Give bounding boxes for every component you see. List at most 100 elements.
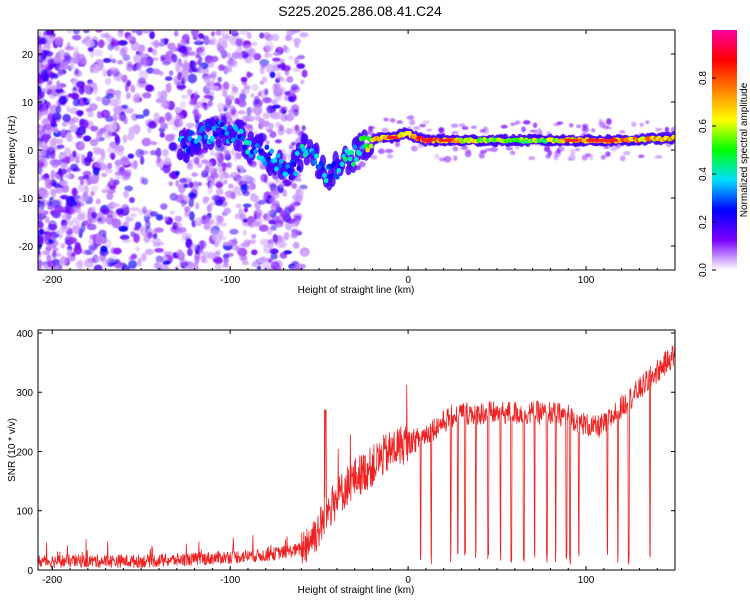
- spectrogram-noise-blob: [409, 119, 416, 126]
- spectrogram-noise-blob: [38, 76, 42, 84]
- signal-track-core: [368, 143, 374, 149]
- spectrogram-noise-blob: [214, 251, 221, 257]
- spectrogram-noise-blob: [419, 123, 426, 128]
- spectrogram-noise-blob: [67, 93, 73, 98]
- spectrogram-noise-blob: [556, 121, 564, 125]
- spectrogram-noise-blob: [56, 144, 65, 149]
- spectrogram-noise-blob: [107, 122, 118, 132]
- spectrogram-noise-blob: [286, 218, 296, 224]
- spectrogram-noise-blob: [217, 230, 224, 238]
- spectrogram-noise-blob: [195, 37, 202, 45]
- spectrogram-noise-blob: [639, 122, 644, 127]
- spectrogram-noise-blob: [192, 95, 197, 104]
- spectrogram-noise-blob: [532, 122, 538, 128]
- snr-line-layer: [38, 344, 675, 568]
- signal-track-halo: [215, 138, 222, 148]
- spectrogram-noise-blob: [97, 217, 103, 222]
- spectrogram-noise-blob: [130, 213, 137, 218]
- colorbar-ticks: 0.0 0.2 0.4 0.6 0.8: [698, 71, 716, 277]
- spectrogram-noise-blob: [38, 161, 44, 169]
- spectrogram-noise-blob: [194, 255, 200, 265]
- spectrogram-noise-blob: [278, 124, 284, 132]
- spectrogram-noise-blob: [270, 99, 278, 105]
- signal-track-core: [195, 142, 201, 149]
- spectrogram-noise-blob: [139, 58, 147, 65]
- spectrogram-noise-blob: [226, 161, 233, 169]
- spectrogram-noise-blob: [251, 233, 257, 239]
- spectrogram-noise-blob: [299, 184, 308, 190]
- spectrogram-noise-blob: [396, 120, 403, 124]
- spectrogram-noise-blob: [71, 116, 79, 123]
- spectrogram-noise-blob: [233, 155, 238, 162]
- spectrogram-noise-blob: [212, 194, 220, 201]
- spectrogram-noise-blob: [222, 209, 230, 215]
- spectrogram-noise-blob: [154, 247, 164, 253]
- spectrogram-noise-blob: [140, 252, 147, 262]
- signal-track-core: [203, 134, 209, 140]
- spectrogram-noise-blob: [71, 187, 78, 197]
- spectrogram-noise-blob: [286, 75, 294, 83]
- spectrogram-noise-blob: [605, 151, 611, 158]
- spectrogram-noise-blob: [622, 151, 631, 156]
- signal-track-core: [185, 148, 191, 154]
- spectrogram-noise-blob: [106, 192, 114, 201]
- spectrogram-noise-blob: [126, 64, 134, 72]
- spectrogram-noise-blob: [67, 200, 74, 206]
- spectrogram-noise-blob: [470, 125, 477, 130]
- spectrogram-noise-blob: [269, 267, 274, 270]
- spectrogram-noise-blob: [142, 30, 152, 34]
- spectrogram-noise-blob: [521, 126, 526, 133]
- spectrogram-noise-blob: [162, 148, 169, 157]
- spectrogram-noise-blob: [43, 41, 51, 52]
- spectrogram-noise-blob: [154, 227, 164, 233]
- spectrogram-noise-blob: [207, 175, 215, 184]
- spectrogram-noise-blob: [276, 264, 282, 270]
- signal-track-peak: [586, 138, 619, 142]
- signal-track-halo: [247, 130, 255, 142]
- spectrogram-noise-blob: [209, 149, 215, 156]
- spectrogram-noise-blob: [383, 117, 389, 122]
- spectrogram-noise-blob: [157, 262, 163, 269]
- spectrogram-noise-blob: [63, 52, 71, 61]
- spectrogram-noise-blob: [253, 105, 263, 116]
- spectrogram-noise-blob: [38, 249, 41, 256]
- snr-y-tick-label: 0: [27, 566, 33, 577]
- spectrogram-y-label: Frequency (Hz): [7, 116, 18, 185]
- spectrogram-noise-blob: [163, 215, 169, 222]
- spectrogram-noise-blob: [94, 234, 104, 245]
- spectrogram-noise-blob: [69, 124, 79, 133]
- spectrogram-noise-blob: [70, 92, 78, 100]
- spectrogram-noise-blob: [277, 46, 283, 54]
- spectrogram-noise-blob: [43, 133, 49, 144]
- signal-track-core: [213, 131, 218, 138]
- spectrogram-noise-blob: [38, 110, 42, 121]
- spectrogram-noise-blob: [50, 210, 55, 215]
- colorbar-bar: [712, 30, 737, 270]
- snr-x-tick-label: 100: [578, 575, 595, 586]
- signal-track-core: [193, 138, 199, 144]
- spectrogram-noise-blob: [280, 114, 288, 122]
- spectrogram-noise-blob: [274, 83, 281, 89]
- spectrogram-noise-blob: [49, 85, 58, 92]
- spectrogram-noise-blob: [294, 56, 300, 66]
- spectrogram-noise-blob: [478, 152, 485, 159]
- spectrogram-noise-blob: [272, 104, 281, 109]
- spectrogram-noise-blob: [413, 125, 420, 131]
- spectrogram-noise-blob: [135, 114, 145, 119]
- signal-track-core: [233, 126, 239, 132]
- spectrogram-noise-blob: [279, 252, 288, 259]
- signal-track-core: [219, 121, 225, 128]
- spectrogram-noise-blob: [479, 129, 486, 133]
- spectrogram-noise-blob: [291, 194, 300, 201]
- spectrogram-noise-blob: [111, 41, 122, 46]
- spectrogram-noise-blob: [177, 71, 182, 81]
- spectrogram-noise-blob: [109, 202, 114, 211]
- spectrogram-noise-blob: [101, 188, 108, 194]
- spectrogram-noise-blob: [297, 54, 305, 60]
- spectrogram-noise-blob: [239, 92, 247, 102]
- spectrogram-noise-blob: [296, 266, 305, 270]
- spectrogram-noise-blob: [105, 168, 113, 174]
- spectrogram-noise-blob: [232, 186, 241, 194]
- spectrogram-noise-blob: [438, 157, 446, 162]
